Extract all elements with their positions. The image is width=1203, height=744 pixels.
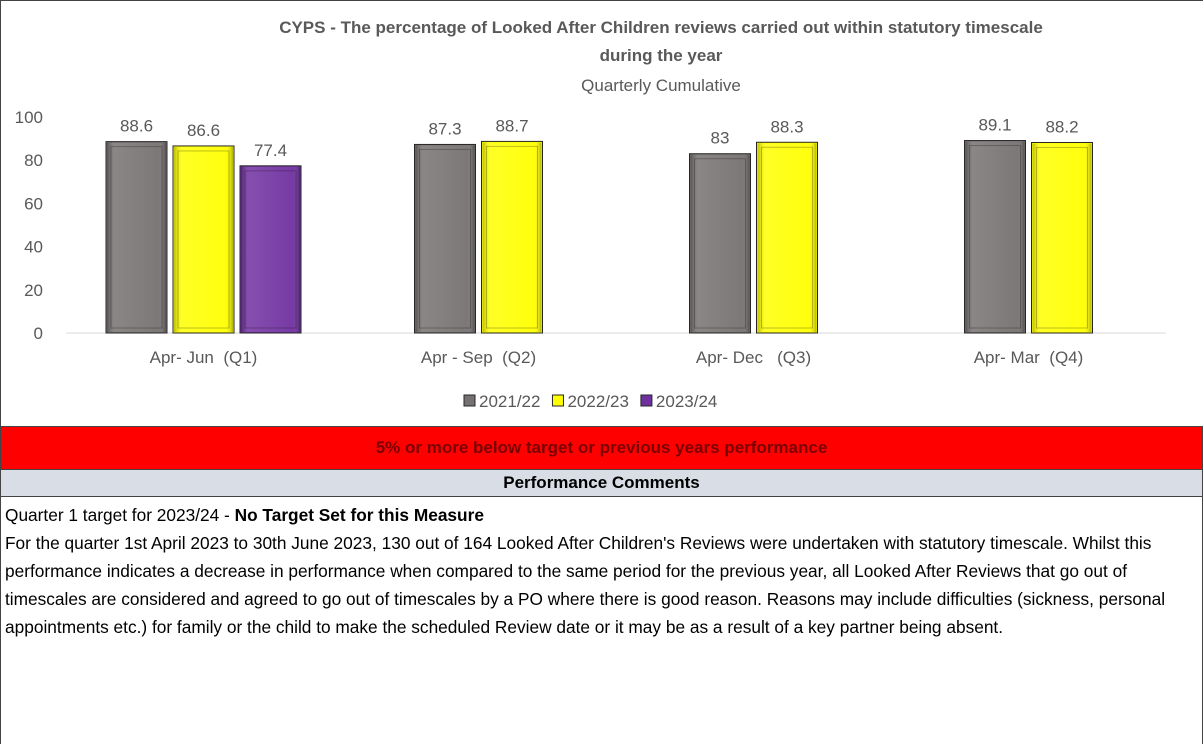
target-value: No Target Set for this Measure — [234, 505, 484, 525]
data-label: 87.3 — [428, 119, 461, 138]
y-tick-label: 0 — [34, 324, 43, 343]
legend-label: 2023/24 — [656, 392, 717, 411]
bar-shade — [1032, 143, 1092, 332]
target-label: Quarter 1 target for 2023/24 - — [5, 505, 235, 525]
bar-shade — [241, 166, 300, 332]
legend-swatch — [551, 394, 564, 407]
bar-shade — [107, 142, 166, 332]
bar-bevel — [110, 146, 163, 329]
comment-body: For the quarter 1st April 2023 to 30th J… — [5, 533, 1166, 637]
bar-shade — [174, 146, 233, 332]
bar-bevel — [694, 158, 746, 329]
bar-bevel — [1036, 146, 1088, 329]
x-tick-label: Apr- Jun (Q1) — [150, 348, 258, 367]
y-tick-label: 40 — [24, 238, 43, 257]
bar-shade — [965, 141, 1025, 332]
legend-label: 2022/23 — [567, 392, 628, 411]
data-label: 86.6 — [187, 121, 220, 140]
legend-swatch — [640, 394, 653, 407]
legend: 2021/22 2022/23 2023/24 — [463, 392, 717, 411]
x-tick-label: Apr - Sep (Q2) — [421, 348, 536, 367]
bar-bevel — [486, 145, 538, 329]
legend-label: 2021/22 — [479, 392, 540, 411]
legend-swatch — [463, 394, 476, 407]
y-tick-label: 60 — [24, 194, 43, 213]
bar-bevel — [177, 150, 230, 329]
comments-heading: Performance Comments — [0, 470, 1203, 497]
status-banner: 5% or more below target or previous year… — [0, 426, 1203, 470]
bar-bevel — [761, 146, 813, 329]
x-tick-label: Apr- Mar (Q4) — [974, 348, 1084, 367]
data-label: 88.7 — [495, 116, 528, 135]
bar-shade — [415, 145, 475, 332]
y-tick-label: 80 — [24, 151, 43, 170]
bar-bevel — [244, 170, 297, 329]
data-label: 88.3 — [770, 117, 803, 136]
bar-bevel — [419, 148, 471, 329]
target-line: Quarter 1 target for 2023/24 - No Target… — [5, 501, 1198, 529]
x-tick-label: Apr- Dec (Q3) — [696, 348, 811, 367]
y-tick-label: 100 — [15, 108, 43, 127]
data-label: 89.1 — [978, 116, 1011, 135]
data-label: 88.6 — [120, 117, 153, 136]
bar-shade — [690, 154, 750, 332]
data-label: 88.2 — [1045, 117, 1078, 136]
bar-shade — [757, 143, 817, 332]
chart-title: CYPS - The percentage of Looked After Ch… — [279, 18, 1043, 65]
data-label: 77.4 — [254, 141, 287, 160]
comments: Quarter 1 target for 2023/24 - No Target… — [0, 497, 1203, 744]
chart: CYPS - The percentage of Looked After Ch… — [0, 0, 1203, 426]
bar-bevel — [969, 145, 1021, 329]
chart-subtitle: Quarterly Cumulative — [581, 76, 741, 95]
data-label: 83 — [711, 129, 730, 148]
bar-shade — [482, 142, 542, 332]
y-tick-label: 20 — [24, 281, 43, 300]
